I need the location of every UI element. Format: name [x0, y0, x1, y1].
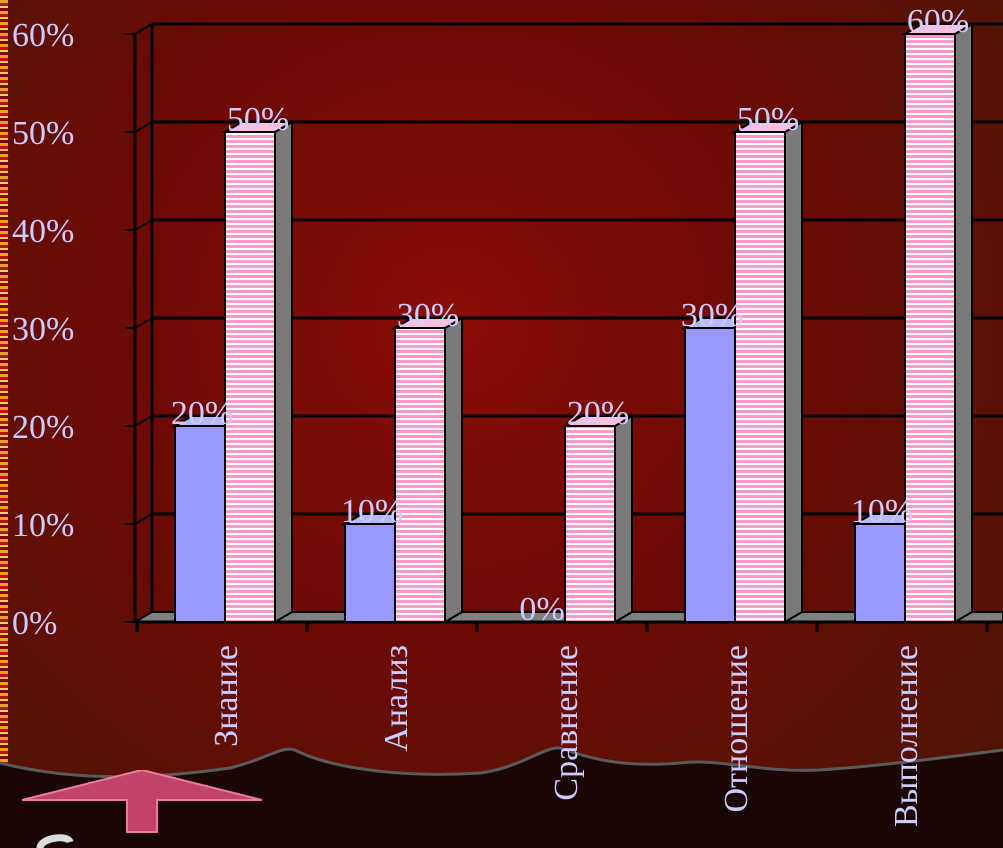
- y-tick-label: 60%: [12, 17, 74, 54]
- data-labels: 20% 50% 10% 30% 0% 20% 30% 50% 10% 60%: [171, 3, 969, 628]
- data-label-series1: 20%: [171, 395, 233, 432]
- decorative-border: [0, 0, 8, 848]
- gridline-depth: [134, 219, 153, 231]
- y-tick-label: 10%: [12, 507, 74, 544]
- bar-side: [784, 120, 803, 624]
- category-label: Анализ: [378, 645, 415, 752]
- gridline-depth: [134, 317, 153, 329]
- bar-series2: [731, 120, 806, 624]
- data-label-series2: 50%: [737, 101, 799, 138]
- bar-front: [224, 131, 276, 623]
- category-labels: Знание Анализ Сравнение Отношение Выполнение: [208, 645, 925, 827]
- bar-front: [734, 131, 786, 623]
- bar-side: [274, 120, 293, 624]
- bars: [171, 22, 976, 624]
- y-tick-label: 0%: [12, 605, 57, 642]
- bar-front: [174, 425, 226, 623]
- y-tick-label: 40%: [12, 213, 74, 250]
- data-label-series1: 10%: [851, 493, 913, 530]
- bar-series2: [221, 120, 296, 624]
- category-label: Знание: [208, 645, 245, 747]
- bar-front: [394, 327, 446, 623]
- data-label-series1: 10%: [341, 493, 403, 530]
- data-label-series2: 30%: [397, 297, 459, 334]
- terrain-silhouette: [0, 746, 1003, 848]
- data-label-series1: 30%: [681, 297, 743, 334]
- data-label-series2: 50%: [227, 101, 289, 138]
- bar-side: [444, 316, 463, 624]
- bar-front: [904, 33, 956, 623]
- bar-front: [564, 425, 616, 623]
- y-tick-label: 30%: [12, 311, 74, 348]
- bar-front: [684, 327, 736, 623]
- gridline-depth: [134, 23, 153, 35]
- category-label: Отношение: [718, 645, 755, 812]
- data-label-series2: 60%: [907, 3, 969, 40]
- bar-series2: [561, 414, 636, 624]
- bar-series2: [901, 22, 976, 624]
- bar-series2: [391, 316, 466, 624]
- y-tick-label: 20%: [12, 409, 74, 446]
- y-tick-labels: 0% 10% 20% 30% 40% 50% 60%: [12, 17, 74, 642]
- y-tick-label: 50%: [12, 115, 74, 152]
- bar-front: [854, 523, 906, 623]
- data-label-series2: 20%: [567, 395, 629, 432]
- bar-front: [344, 523, 396, 623]
- bar-side: [954, 22, 973, 624]
- gridline-depth: [134, 121, 153, 133]
- category-label: Выполнение: [888, 645, 925, 827]
- category-label: Сравнение: [548, 645, 585, 801]
- cropped-title-fragment: [36, 834, 74, 848]
- up-arrow-icon[interactable]: [22, 770, 262, 835]
- bar-side: [614, 414, 633, 624]
- gridline-depth: [134, 513, 153, 525]
- gridline-depth: [134, 415, 153, 427]
- data-label-series1: 0%: [519, 591, 564, 628]
